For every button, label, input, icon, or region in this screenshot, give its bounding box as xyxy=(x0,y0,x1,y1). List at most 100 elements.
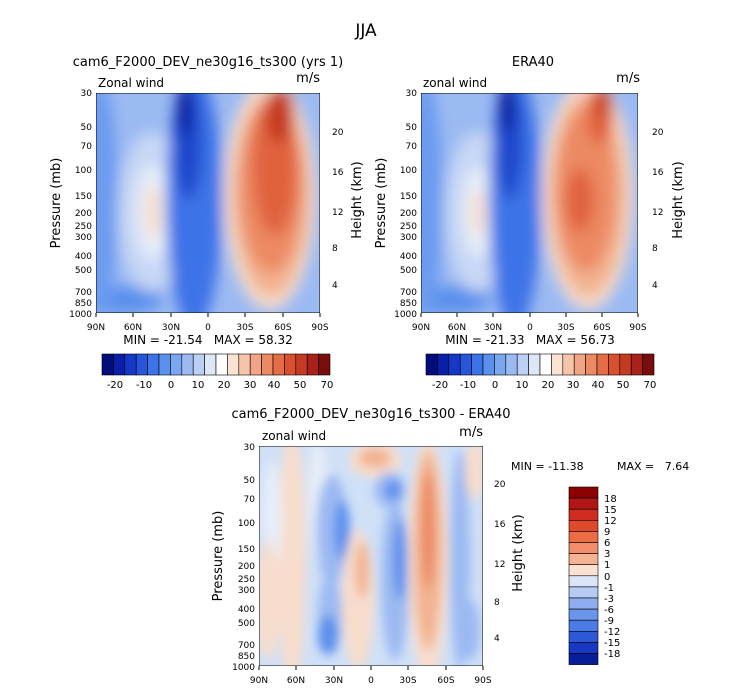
difference-colorbar-label--9: -9 xyxy=(604,616,614,627)
difference-y-tick-150: 150 xyxy=(238,545,255,555)
model-y-tick-100: 100 xyxy=(75,166,92,176)
era40-x-axis: 90N 60N 30N 0 30S 60S 90S xyxy=(412,313,647,333)
model-colorbar-label-10: 10 xyxy=(192,380,205,391)
model-x-tick-30s: 30S xyxy=(236,323,253,333)
page-title: JJA xyxy=(354,21,377,41)
model-colorbar: -20 -10 0 10 20 30 40 50 70 xyxy=(101,353,333,391)
difference-y-tick-70: 70 xyxy=(244,495,256,505)
difference-colorbar-label-1: 1 xyxy=(604,560,610,571)
era40-colorbar-label--20: -20 xyxy=(432,380,448,391)
era40-y-tick-850: 850 xyxy=(400,299,417,309)
difference-colorbar: 18 15 12 9 6 3 1 0 -1 -3 -6 -9 -12 -15 -… xyxy=(568,486,620,665)
era40-y-axis-label: Pressure (mb) xyxy=(374,158,389,249)
difference-colorbar-label--18: -18 xyxy=(604,649,620,660)
model-y-tick-400: 400 xyxy=(75,252,92,262)
model-y-tick-50: 50 xyxy=(81,123,93,133)
era40-y-tick-200: 200 xyxy=(400,209,417,219)
model-x-tick-eq: 0 xyxy=(205,323,211,333)
era40-y-tick-150: 150 xyxy=(400,192,417,202)
difference-stats-min: MIN = -11.38 xyxy=(511,460,584,473)
era40-y-tick-700: 700 xyxy=(400,288,417,298)
difference-y-tick-700: 700 xyxy=(238,641,255,651)
era40-colorbar-cell xyxy=(619,353,632,376)
model-contour-field xyxy=(96,93,320,313)
era40-x-tick-90s: 90S xyxy=(629,323,646,333)
difference-colorbar-cell xyxy=(568,586,599,599)
era40-colorbar-cell xyxy=(448,353,461,376)
difference-height-tick-4: 4 xyxy=(494,634,500,644)
difference-y-tick-300: 300 xyxy=(238,586,255,596)
era40-colorbar-cells xyxy=(425,353,655,376)
era40-y-tick-70: 70 xyxy=(406,142,418,152)
model-units-label: m/s xyxy=(296,71,320,86)
model-y-tick-700: 700 xyxy=(75,288,92,298)
model-y-tick-30: 30 xyxy=(81,89,93,99)
model-title: cam6_F2000_DEV_ne30g16_ts300 (yrs 1) xyxy=(73,55,343,70)
era40-colorbar-cell xyxy=(471,353,484,376)
model-colorbar-cell xyxy=(124,353,137,376)
difference-colorbar-label--15: -15 xyxy=(604,638,620,649)
model-y-tick-250: 250 xyxy=(75,222,92,232)
model-x-axis: 90N 60N 30N 0 30S 60S 90S xyxy=(87,313,329,333)
difference-variable-label: zonal wind xyxy=(262,429,326,443)
difference-colorbar-label-12: 12 xyxy=(604,516,617,527)
difference-colorbar-label-6: 6 xyxy=(604,538,610,549)
difference-height-axis-label: Height (km) xyxy=(511,514,526,591)
difference-colorbar-label--3: -3 xyxy=(604,594,614,605)
model-colorbar-label-40: 40 xyxy=(268,380,281,391)
difference-title: cam6_F2000_DEV_ne30g16_ts300 - ERA40 xyxy=(231,407,510,422)
difference-y-tick-30: 30 xyxy=(244,443,256,453)
era40-height-tick-8: 8 xyxy=(652,244,658,254)
difference-x-tick-eq: 0 xyxy=(368,676,374,686)
model-y-tick-500: 500 xyxy=(75,266,92,276)
era40-variable-label: zonal wind xyxy=(423,76,487,90)
model-colorbar-cell xyxy=(284,353,297,376)
era40-x-tick-60s: 60S xyxy=(593,323,610,333)
difference-x-axis: 90N 60N 30N 0 30S 60S 90S xyxy=(250,666,492,686)
era40-colorbar-cell xyxy=(494,353,507,376)
model-colorbar-cell xyxy=(318,353,331,376)
era40-y-tick-1000: 1000 xyxy=(394,310,417,320)
era40-height-tick-4: 4 xyxy=(652,281,658,291)
era40-colorbar-label-50: 50 xyxy=(617,380,630,391)
model-colorbar-cell xyxy=(306,353,319,376)
model-colorbar-cell xyxy=(158,353,171,376)
difference-colorbar-cell xyxy=(568,542,599,554)
difference-y-tick-400: 400 xyxy=(238,605,255,615)
difference-colorbar-label-9: 9 xyxy=(604,527,610,538)
model-colorbar-cell xyxy=(101,353,114,376)
difference-colorbar-cell xyxy=(568,564,599,577)
difference-y-tick-50: 50 xyxy=(244,476,256,486)
era40-height-tick-12: 12 xyxy=(652,208,663,218)
era40-contour-field xyxy=(421,93,638,313)
era40-y-tick-400: 400 xyxy=(400,252,417,262)
difference-colorbar-label-0: 0 xyxy=(604,572,610,583)
difference-y-tick-200: 200 xyxy=(238,562,255,572)
model-y-tick-1000: 1000 xyxy=(69,310,92,320)
era40-x-tick-eq: 0 xyxy=(527,323,533,333)
difference-stats-max: MAX = 7.64 xyxy=(617,460,689,473)
difference-colorbar-label--12: -12 xyxy=(604,627,620,638)
era40-colorbar-cell xyxy=(608,353,621,376)
model-x-tick-90n: 90N xyxy=(87,323,105,333)
era40-colorbar-label-0: 0 xyxy=(492,380,498,391)
difference-height-tick-8: 8 xyxy=(494,598,500,608)
difference-colorbar-cell xyxy=(568,597,599,610)
model-colorbar-cell xyxy=(238,353,251,376)
era40-colorbar-cell xyxy=(459,353,472,376)
era40-colorbar-cell xyxy=(425,353,438,376)
model-colorbar-label-30: 30 xyxy=(244,380,257,391)
era40-x-tick-30n: 30N xyxy=(484,323,502,333)
model-height-tick-16: 16 xyxy=(332,168,344,178)
difference-colorbar-label-15: 15 xyxy=(604,505,617,516)
era40-units-label: m/s xyxy=(616,71,640,86)
model-x-tick-marks xyxy=(95,313,321,317)
difference-colorbar-cell xyxy=(568,508,599,521)
era40-colorbar-cell xyxy=(516,353,529,376)
difference-colorbar-cell xyxy=(568,642,599,654)
model-colorbar-cell xyxy=(215,353,228,376)
model-colorbar-label-20: 20 xyxy=(218,380,231,391)
era40-panel: ERA40 zonal wind m/s xyxy=(374,55,686,391)
model-colorbar-cell xyxy=(261,353,274,376)
